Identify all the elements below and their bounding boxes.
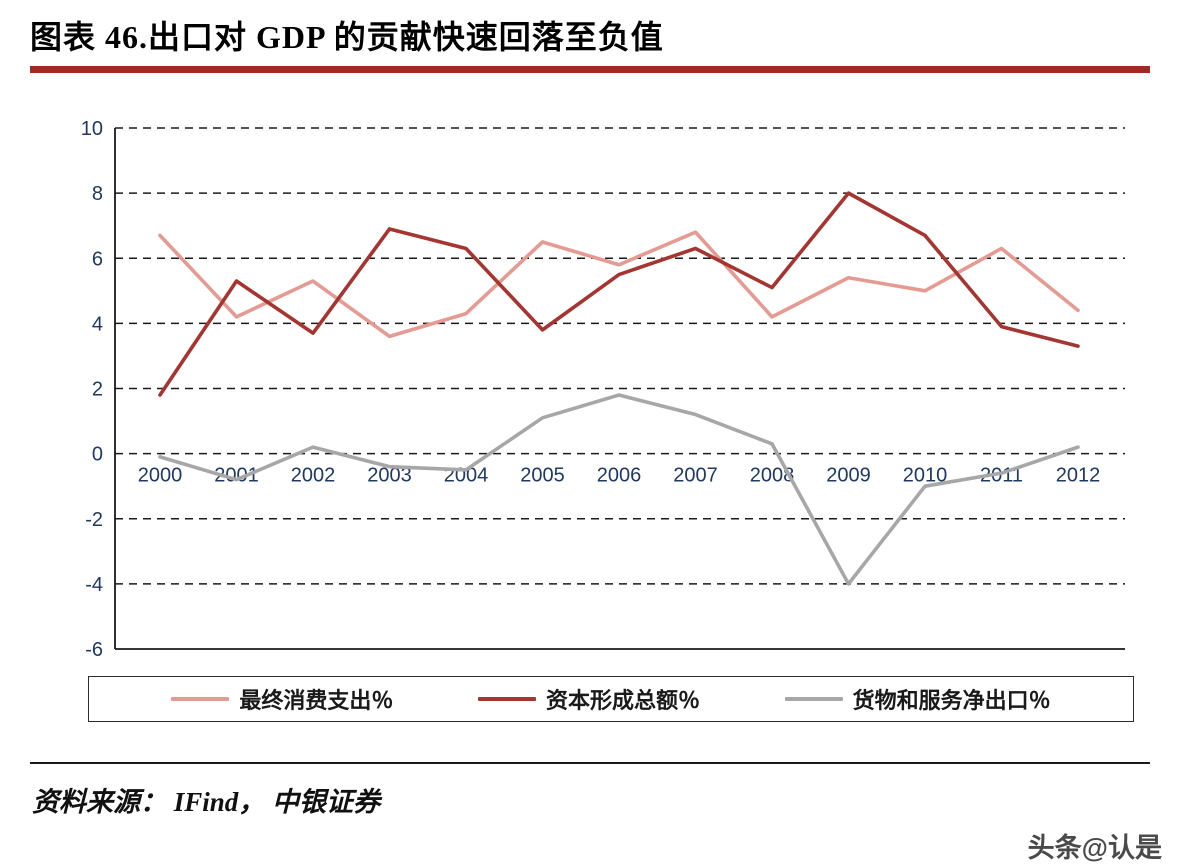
source-attribution: 资料来源： IFind， 中银证券 [32,787,381,817]
y-tick-label: 2 [92,379,103,401]
series-line-2 [158,393,1080,586]
legend-item-net-exports: 货物和服务净出口％ [784,683,1051,715]
y-tick-label: 0 [92,444,103,466]
y-tick-label: -6 [85,639,103,661]
series-line-0 [158,230,1080,339]
x-tick-label: 2002 [291,465,336,487]
x-tick-label: 2005 [520,465,565,487]
net-exports-line-swatch [784,697,843,701]
y-tick-label: -2 [85,509,103,531]
y-tick-label: 6 [92,248,103,270]
x-tick-label: 2008 [750,465,795,487]
consumption-line-swatch [171,697,230,701]
y-tick-label: 8 [92,183,103,205]
legend-item-consumption: 最终消费支出％ [171,683,393,715]
x-tick-label: 2001 [214,465,259,487]
legend-item-capital-formation: 资本形成总额％ [477,683,700,715]
source-divider [30,762,1150,764]
legend-label-capital-formation: 资本形成总额％ [545,688,700,713]
x-tick-label: 2003 [367,465,412,487]
x-tick-label: 2012 [1056,465,1101,487]
series-line-1 [158,191,1080,397]
chart-area: -6 -4 -2 0 2 4 6 8 10 2000 2001 2002 2003 2004 2005 200… [0,90,1180,665]
watermark: 头条@认是 [1027,833,1162,863]
y-tick-label: 4 [92,313,103,335]
chart-legend: 最终消费支出％ 资本形成总额％ 货物和服务净出口％ [88,676,1134,722]
y-tick-label: -4 [85,574,103,596]
y-tick-label: 10 [81,118,103,140]
x-tick-label: 2006 [597,465,642,487]
x-tick-label: 2007 [673,465,718,487]
title-underline [30,66,1150,73]
chart-title: 图表 46.出口对 GDP 的贡献快速回落至负值 [30,19,664,55]
legend-label-net-exports: 货物和服务净出口％ [852,688,1051,713]
capital-formation-line-swatch [477,697,536,701]
legend-label-consumption: 最终消费支出％ [239,688,394,713]
x-tick-label: 2010 [903,465,948,487]
x-tick-label: 2000 [138,465,183,487]
x-tick-label: 2009 [826,465,871,487]
